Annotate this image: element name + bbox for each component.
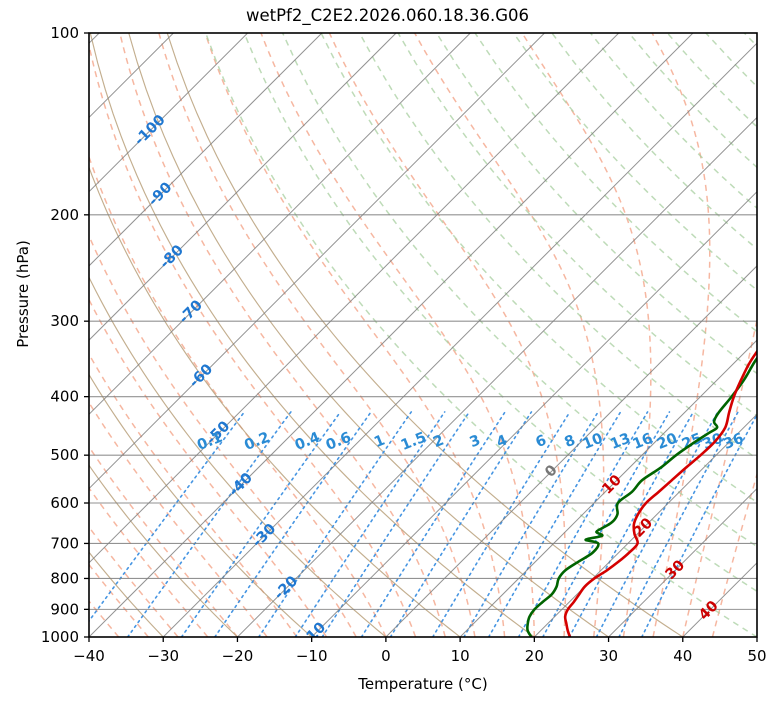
- y-tick-label: 1000: [41, 628, 79, 646]
- plot-background: [89, 33, 757, 637]
- svg-text:20: 20: [655, 431, 680, 453]
- plot-border: [88, 32, 758, 638]
- temperature-profile-line: [563, 349, 757, 637]
- x-tick-label: −20: [222, 647, 254, 665]
- x-tick-label: 50: [747, 647, 766, 665]
- y-tick-label: 200: [50, 206, 79, 224]
- dry-adiabat-lines: [204, 33, 757, 637]
- y-tick-labels: 100 200 300 400 500 600 700 800 900 1000: [41, 24, 89, 646]
- x-axis-label: Temperature (°C): [358, 675, 488, 693]
- x-tick-label: 30: [599, 647, 618, 665]
- y-tick-label: 400: [50, 388, 79, 406]
- svg-text:10: 10: [581, 431, 606, 453]
- x-tick-label: −40: [73, 647, 105, 665]
- y-tick-label: 800: [50, 569, 79, 587]
- x-tick-label: 0: [381, 647, 391, 665]
- y-tick-label: 600: [50, 494, 79, 512]
- chart-title: wetPf2_C2E2.2026.060.18.36.G06: [245, 6, 530, 25]
- x-tick-labels: −40 −30 −20 −10 0 10 20 30 40 50: [73, 637, 767, 665]
- moist-adiabat-lines: [89, 33, 757, 637]
- dry-adiabat-solid-lines: [89, 33, 684, 637]
- isotherm-lines: [89, 33, 757, 637]
- y-tick-label: 100: [50, 24, 79, 42]
- x-tick-label: −30: [147, 647, 179, 665]
- x-tick-label: 10: [451, 647, 470, 665]
- svg-text:36: 36: [721, 431, 746, 453]
- y-tick-label: 500: [50, 446, 79, 464]
- y-tick-label: 900: [50, 600, 79, 618]
- x-tick-label: −10: [296, 647, 328, 665]
- dewpoint-profile-line: [526, 356, 757, 637]
- y-tick-label: 700: [50, 534, 79, 552]
- x-tick-label: 40: [673, 647, 692, 665]
- y-tick-label: 300: [50, 312, 79, 330]
- x-tick-label: 20: [525, 647, 544, 665]
- svg-text:16: 16: [630, 431, 655, 453]
- svg-text:13: 13: [608, 431, 633, 453]
